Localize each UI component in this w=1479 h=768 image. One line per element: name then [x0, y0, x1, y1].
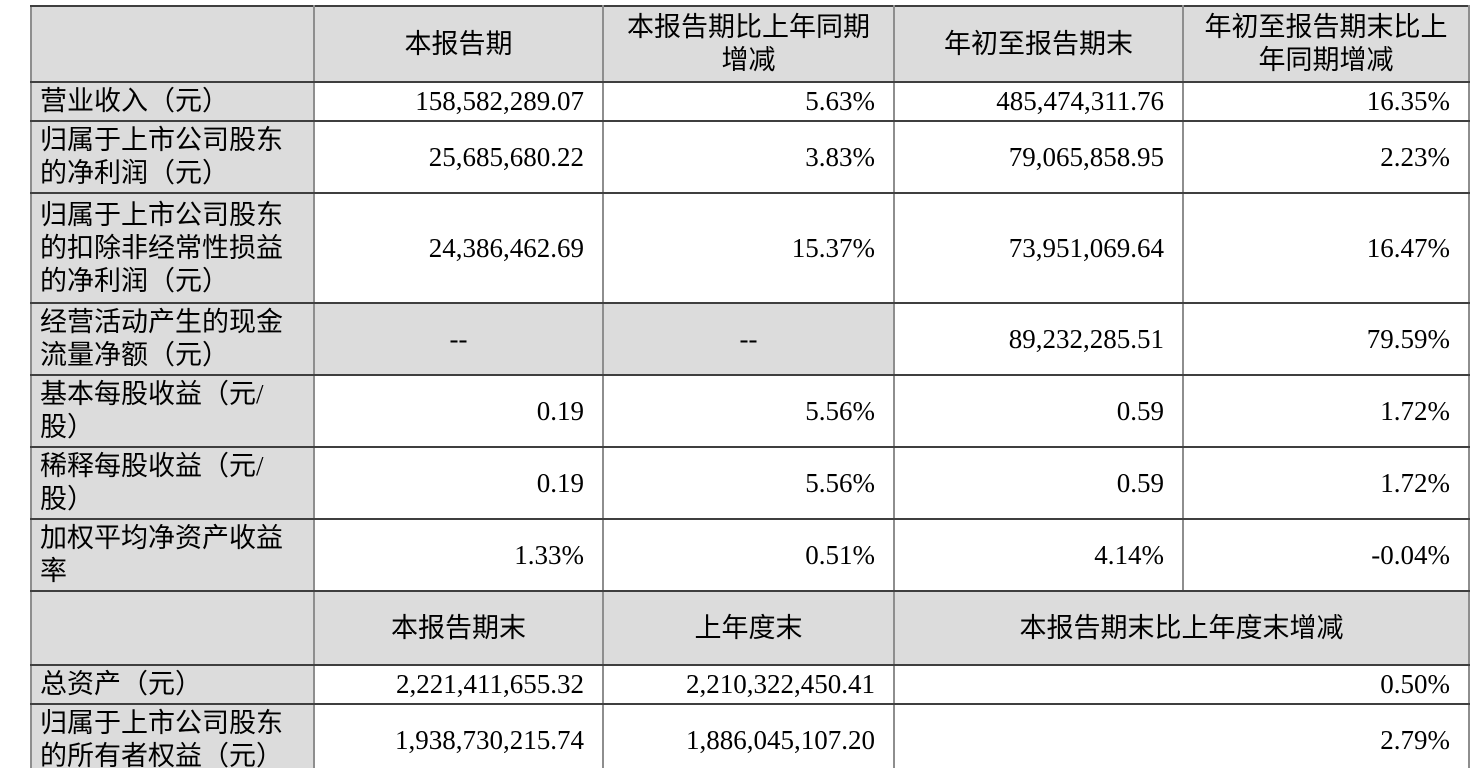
table-row-net-profit: 归属于上市公司股东的净利润（元） 25,685,680.22 3.83% 79,… — [30, 120, 1470, 194]
cell-value: 1.33% — [313, 518, 604, 592]
row-label: 经营活动产生的现金流量净额（元） — [30, 302, 315, 376]
cell-value: -0.04% — [1182, 518, 1470, 592]
cell-value: 1,886,045,107.20 — [602, 703, 895, 768]
cell-value: 2,221,411,655.32 — [313, 664, 604, 705]
table-row-operating-revenue: 营业收入（元） 158,582,289.07 5.63% 485,474,311… — [30, 81, 1470, 122]
row-label: 归属于上市公司股东的净利润（元） — [30, 120, 315, 194]
cell-value: 2.23% — [1182, 120, 1470, 194]
row-label: 归属于上市公司股东的所有者权益（元） — [30, 703, 315, 768]
table-row-net-profit-excl-nonrecurring: 归属于上市公司股东的扣除非经常性损益的净利润（元） 24,386,462.69 … — [30, 192, 1470, 304]
cell-value: 79,065,858.95 — [893, 120, 1184, 194]
cell-value: 3.83% — [602, 120, 895, 194]
cell-value: 1.72% — [1182, 446, 1470, 520]
cell-value: 485,474,311.76 — [893, 81, 1184, 122]
row-label: 稀释每股收益（元/股） — [30, 446, 315, 520]
column-header-current-period: 本报告期 — [313, 5, 604, 83]
row-label: 营业收入（元） — [30, 81, 315, 122]
row-label: 总资产（元） — [30, 664, 315, 705]
cell-value: 5.56% — [602, 374, 895, 448]
cell-value: 5.56% — [602, 446, 895, 520]
cell-value: 73,951,069.64 — [893, 192, 1184, 304]
row-label: 归属于上市公司股东的扣除非经常性损益的净利润（元） — [30, 192, 315, 304]
cell-value-na: -- — [602, 302, 895, 376]
cell-value: 5.63% — [602, 81, 895, 122]
cell-value: 0.51% — [602, 518, 895, 592]
cell-value: 0.19 — [313, 374, 604, 448]
cell-value: 4.14% — [893, 518, 1184, 592]
cell-value: 25,685,680.22 — [313, 120, 604, 194]
cell-value: 1,938,730,215.74 — [313, 703, 604, 768]
cell-value: 89,232,285.51 — [893, 302, 1184, 376]
corner-cell — [30, 5, 315, 83]
table-row-owners-equity: 归属于上市公司股东的所有者权益（元） 1,938,730,215.74 1,88… — [30, 703, 1470, 768]
cell-value: 0.50% — [893, 664, 1470, 705]
table-row-basic-eps: 基本每股收益（元/股） 0.19 5.56% 0.59 1.72% — [30, 374, 1470, 448]
cell-value: 1.72% — [1182, 374, 1470, 448]
financial-summary-table: 本报告期 本报告期比上年同期增减 年初至报告期末 年初至报告期末比上年同期增减 … — [30, 5, 1470, 768]
table-row-diluted-eps: 稀释每股收益（元/股） 0.19 5.56% 0.59 1.72% — [30, 446, 1470, 520]
column-header-period-end-change: 本报告期末比上年度末增减 — [893, 590, 1470, 666]
column-header-current-period-yoy-change: 本报告期比上年同期增减 — [602, 5, 895, 83]
cell-value: 0.19 — [313, 446, 604, 520]
table-row-weighted-avg-roe: 加权平均净资产收益率 1.33% 0.51% 4.14% -0.04% — [30, 518, 1470, 592]
corner-cell — [30, 590, 315, 666]
cell-value: 0.59 — [893, 446, 1184, 520]
table-row-total-assets: 总资产（元） 2,221,411,655.32 2,210,322,450.41… — [30, 664, 1470, 705]
table-row-operating-cash-flow: 经营活动产生的现金流量净额（元） -- -- 89,232,285.51 79.… — [30, 302, 1470, 376]
cell-value: 15.37% — [602, 192, 895, 304]
cell-value: 16.47% — [1182, 192, 1470, 304]
column-header-current-period-end: 本报告期末 — [313, 590, 604, 666]
row-label: 基本每股收益（元/股） — [30, 374, 315, 448]
column-header-prior-year-end: 上年度末 — [602, 590, 895, 666]
cell-value-na: -- — [313, 302, 604, 376]
table-header-row-period-end: 本报告期末 上年度末 本报告期末比上年度末增减 — [30, 590, 1470, 666]
row-label: 加权平均净资产收益率 — [30, 518, 315, 592]
table-header-row-period: 本报告期 本报告期比上年同期增减 年初至报告期末 年初至报告期末比上年同期增减 — [30, 5, 1470, 83]
cell-value: 79.59% — [1182, 302, 1470, 376]
cell-value: 2,210,322,450.41 — [602, 664, 895, 705]
column-header-year-to-date-yoy-change: 年初至报告期末比上年同期增减 — [1182, 5, 1470, 83]
cell-value: 16.35% — [1182, 81, 1470, 122]
column-header-year-to-date: 年初至报告期末 — [893, 5, 1184, 83]
cell-value: 158,582,289.07 — [313, 81, 604, 122]
cell-value: 0.59 — [893, 374, 1184, 448]
cell-value: 2.79% — [893, 703, 1470, 768]
cell-value: 24,386,462.69 — [313, 192, 604, 304]
